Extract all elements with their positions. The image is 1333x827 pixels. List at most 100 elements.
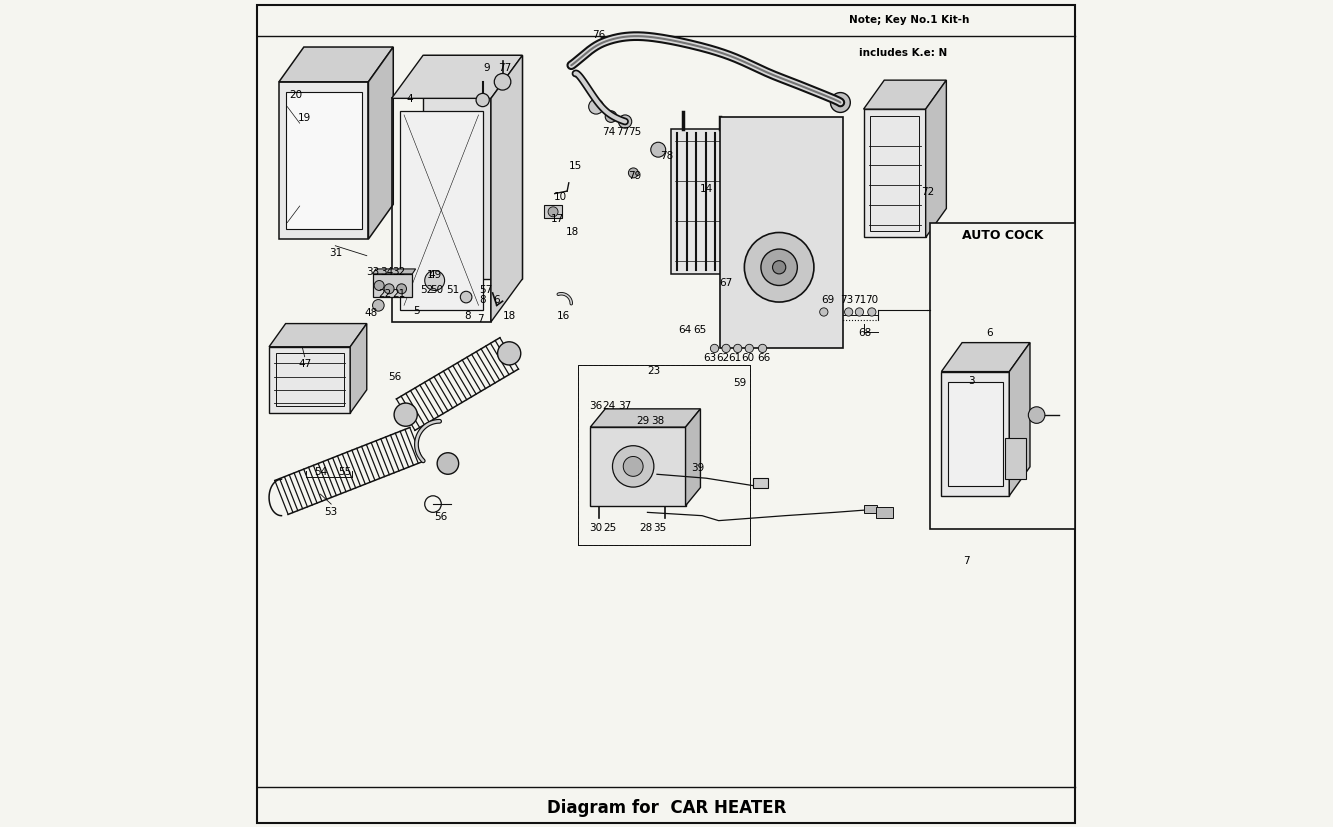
Circle shape xyxy=(460,292,472,304)
Circle shape xyxy=(628,169,639,179)
Text: 56: 56 xyxy=(435,512,448,522)
Circle shape xyxy=(845,308,853,317)
Text: 28: 28 xyxy=(640,523,652,533)
Circle shape xyxy=(384,284,395,294)
Bar xyxy=(864,505,877,514)
Text: 68: 68 xyxy=(858,327,872,337)
Text: includes K.e: N: includes K.e: N xyxy=(858,48,946,58)
Text: 53: 53 xyxy=(324,506,337,516)
Text: 22: 22 xyxy=(379,289,392,299)
Bar xyxy=(579,366,750,546)
Bar xyxy=(870,117,918,232)
Text: 36: 36 xyxy=(589,400,603,410)
Polygon shape xyxy=(351,324,367,414)
Text: 10: 10 xyxy=(555,192,567,202)
Polygon shape xyxy=(368,48,393,240)
Bar xyxy=(876,508,893,519)
Text: 9: 9 xyxy=(484,63,491,73)
Text: 74: 74 xyxy=(603,127,615,137)
Text: Diagram for  CAR HEATER: Diagram for CAR HEATER xyxy=(547,798,786,816)
Text: 47: 47 xyxy=(299,359,312,369)
Text: 8: 8 xyxy=(464,311,471,321)
Polygon shape xyxy=(685,409,700,506)
Circle shape xyxy=(856,308,864,317)
Text: 77: 77 xyxy=(499,63,512,73)
Circle shape xyxy=(437,453,459,475)
Circle shape xyxy=(758,345,766,353)
Polygon shape xyxy=(423,56,523,280)
Bar xyxy=(285,93,361,230)
Text: 79: 79 xyxy=(628,170,641,180)
Polygon shape xyxy=(864,81,946,110)
Text: 1: 1 xyxy=(427,270,433,280)
Text: 17: 17 xyxy=(551,214,564,224)
Text: 18: 18 xyxy=(503,311,516,321)
Circle shape xyxy=(375,281,384,291)
Circle shape xyxy=(495,74,511,91)
Text: 3: 3 xyxy=(968,375,974,385)
Text: 62: 62 xyxy=(716,352,729,362)
Circle shape xyxy=(476,94,489,108)
Polygon shape xyxy=(591,409,700,428)
Text: 64: 64 xyxy=(678,324,692,334)
Text: 21: 21 xyxy=(392,289,405,299)
Text: 8: 8 xyxy=(480,294,487,304)
Bar xyxy=(400,112,483,310)
Polygon shape xyxy=(925,81,946,238)
Polygon shape xyxy=(269,347,351,414)
Text: 25: 25 xyxy=(604,523,617,533)
Polygon shape xyxy=(279,83,368,240)
Circle shape xyxy=(605,112,617,123)
Text: 76: 76 xyxy=(592,30,605,40)
Text: 69: 69 xyxy=(821,294,834,304)
Polygon shape xyxy=(591,428,685,506)
Text: 59: 59 xyxy=(733,377,746,387)
Circle shape xyxy=(497,342,521,366)
Text: 18: 18 xyxy=(567,227,580,237)
Text: 49: 49 xyxy=(428,270,441,280)
Text: 14: 14 xyxy=(700,184,713,194)
Polygon shape xyxy=(720,117,842,349)
Text: 50: 50 xyxy=(431,284,444,294)
Circle shape xyxy=(745,345,753,353)
Polygon shape xyxy=(941,343,1030,372)
Text: 71: 71 xyxy=(853,294,866,304)
Bar xyxy=(372,275,412,298)
Text: 55: 55 xyxy=(339,466,352,476)
Text: 32: 32 xyxy=(392,266,405,276)
Text: 31: 31 xyxy=(329,247,343,257)
Polygon shape xyxy=(491,56,523,323)
Text: 73: 73 xyxy=(840,294,853,304)
Text: 78: 78 xyxy=(660,151,673,160)
Text: 56: 56 xyxy=(388,371,401,381)
Circle shape xyxy=(773,261,785,275)
Text: 60: 60 xyxy=(741,352,754,362)
Text: 20: 20 xyxy=(289,90,303,100)
Text: 37: 37 xyxy=(619,400,632,410)
Circle shape xyxy=(761,250,797,286)
Circle shape xyxy=(733,345,742,353)
Text: 29: 29 xyxy=(637,415,651,425)
Circle shape xyxy=(372,300,384,312)
Text: 51: 51 xyxy=(447,284,460,294)
Circle shape xyxy=(548,208,559,218)
Text: 6: 6 xyxy=(493,294,500,304)
Polygon shape xyxy=(279,48,393,83)
Text: 30: 30 xyxy=(589,523,603,533)
Bar xyxy=(544,206,563,219)
Polygon shape xyxy=(941,372,1009,496)
Circle shape xyxy=(612,447,655,488)
Circle shape xyxy=(619,116,632,129)
Text: 65: 65 xyxy=(693,324,706,334)
Polygon shape xyxy=(392,56,523,99)
Polygon shape xyxy=(670,130,741,275)
Bar xyxy=(753,479,768,489)
Polygon shape xyxy=(864,110,925,238)
Circle shape xyxy=(1028,407,1045,423)
Text: Note; Key No.1 Kit-h: Note; Key No.1 Kit-h xyxy=(849,15,969,25)
Bar xyxy=(276,354,344,407)
Circle shape xyxy=(744,233,814,303)
Text: 35: 35 xyxy=(653,523,666,533)
Circle shape xyxy=(651,143,665,158)
Text: 57: 57 xyxy=(480,284,493,294)
